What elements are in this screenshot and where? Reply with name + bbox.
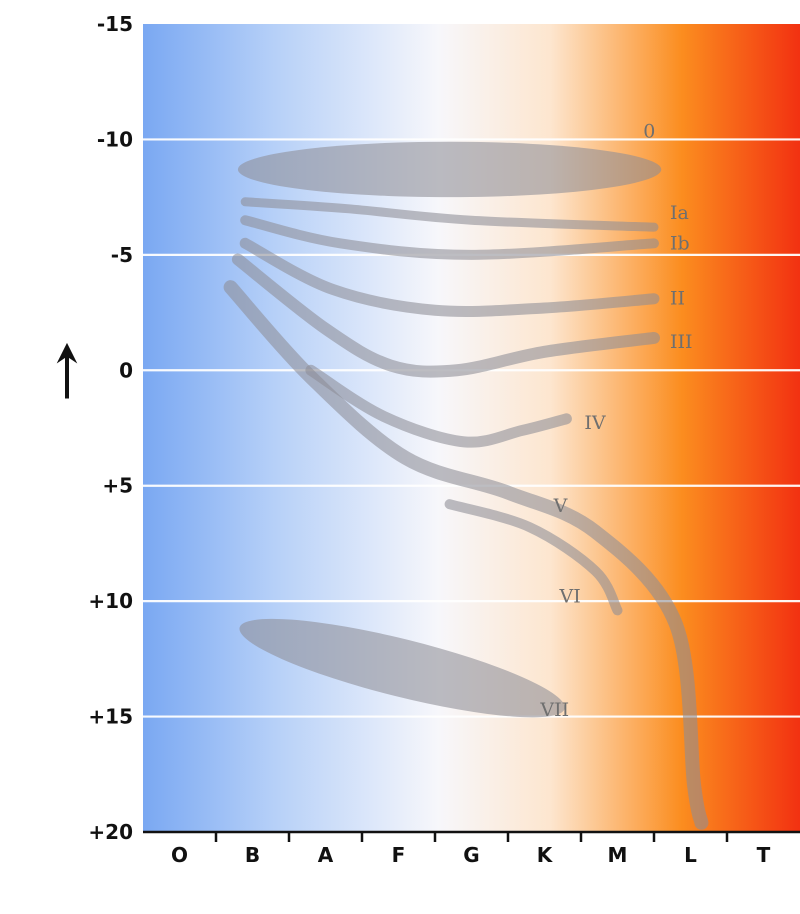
luminosity-label-class-ib: Ib <box>670 232 690 254</box>
y-tick-label: +5 <box>102 474 133 498</box>
luminosity-band-class-vi <box>444 499 623 616</box>
luminosity-band-class-ib <box>240 215 659 260</box>
x-tick-label: L <box>684 843 697 867</box>
luminosity-band-class-iv <box>305 364 572 448</box>
x-tick-label: F <box>392 843 406 867</box>
arrow-head-icon <box>56 342 78 364</box>
y-tick-label: +20 <box>88 820 133 844</box>
x-tick-label: T <box>757 843 771 867</box>
x-tick-label: B <box>245 843 260 867</box>
x-tick-label: K <box>537 843 554 867</box>
luminosity-bands <box>223 141 709 830</box>
y-tick-label: +10 <box>88 589 133 613</box>
luminosity-label-class-ia: Ia <box>670 202 689 224</box>
luminosity-band-class-v <box>223 280 709 830</box>
luminosity-label-class-v: V <box>553 495 568 517</box>
luminosity-band-class-ia <box>240 197 659 232</box>
y-tick-label: +15 <box>88 705 133 729</box>
luminosity-band-class-ii <box>239 237 660 317</box>
y-tick-label: -10 <box>97 127 133 151</box>
arrow-shaft <box>65 353 69 399</box>
x-tick-label: O <box>171 843 188 867</box>
luminosity-label-class-ii: II <box>670 288 685 310</box>
y-tick-label: -15 <box>97 12 133 36</box>
luminosity-label-class-iii: III <box>670 331 693 353</box>
x-tick-label: M <box>608 843 628 867</box>
luminosity-region-class-0 <box>237 141 662 198</box>
luminosity-label-class-vii: VII <box>539 699 569 721</box>
x-tick-label: G <box>463 843 479 867</box>
y-axis: -15 -10 -5 0 +5 +10 +15 +20 <box>88 12 133 844</box>
luminosity-region-class-vii <box>239 618 565 718</box>
x-tick-label: A <box>318 843 334 867</box>
luminosity-band-class-iii <box>231 253 660 378</box>
luminosity-label-class-0: 0 <box>643 120 655 142</box>
y-tick-label: 0 <box>119 358 133 382</box>
y-axis-arrow: ↑ <box>56 342 78 399</box>
luminosity-label-class-iv: IV <box>584 412 606 434</box>
y-tick-label: -5 <box>111 243 133 267</box>
luminosity-label-class-vi: VI <box>559 585 581 607</box>
